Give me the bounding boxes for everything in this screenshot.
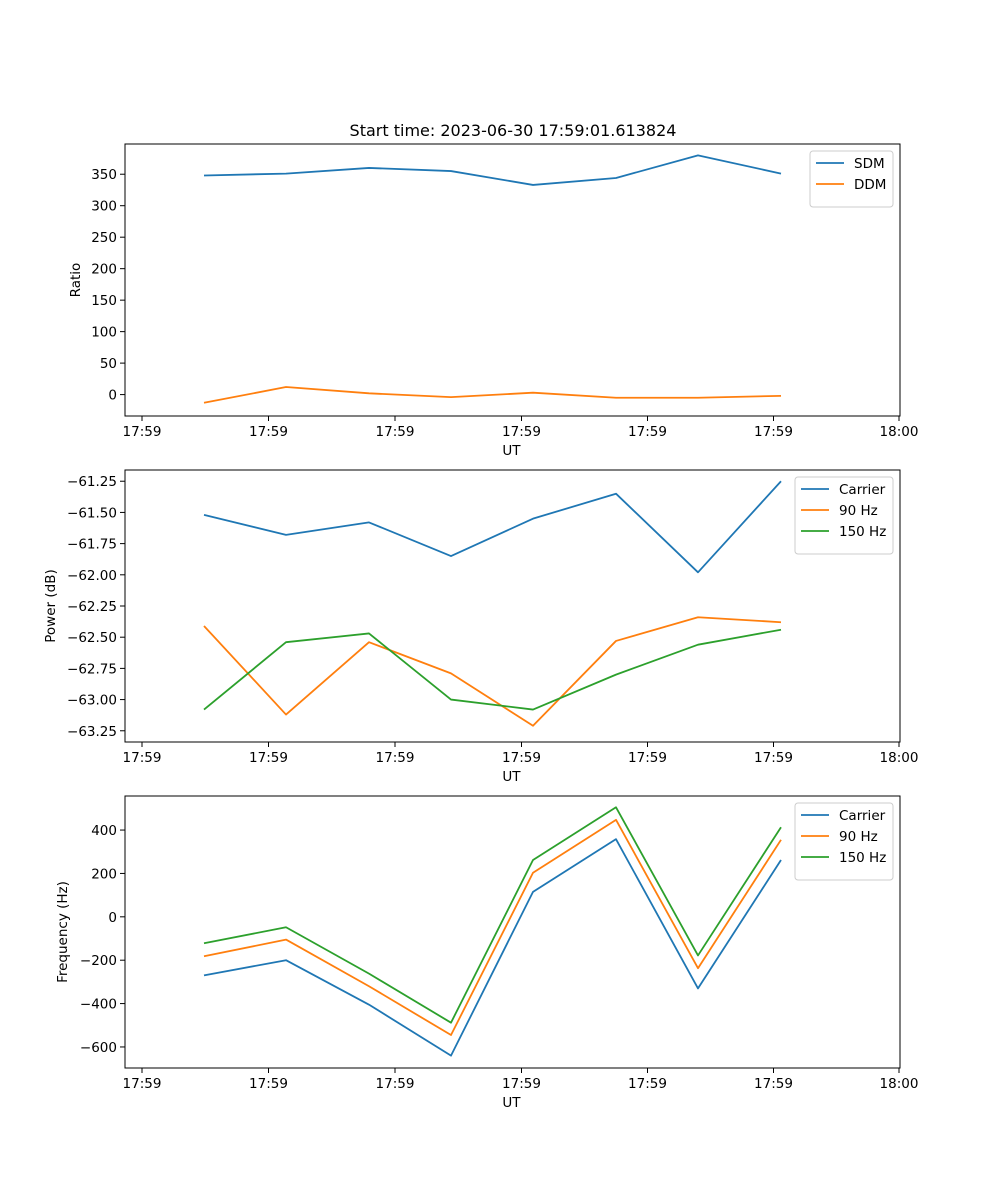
x-tick-label: 17:59 <box>754 1076 793 1092</box>
legend-label: 150 Hz <box>839 524 886 540</box>
series-line-carrier <box>203 480 782 574</box>
series-line-90-hz <box>203 616 782 727</box>
y-tick-label: 400 <box>91 823 117 839</box>
y-tick-label: −62.00 <box>67 568 117 584</box>
y-tick-label: 350 <box>91 167 117 183</box>
x-tick-label: 17:59 <box>502 750 541 766</box>
series-line-sdm <box>203 154 782 186</box>
y-tick-label: 0 <box>108 388 117 404</box>
legend-box <box>794 476 894 555</box>
x-tick-label: 17:59 <box>502 1076 541 1092</box>
x-axis-label: UT <box>502 769 521 785</box>
x-tick-label: 17:59 <box>123 750 162 766</box>
legend-label: 150 Hz <box>839 850 886 866</box>
series-line-150-hz <box>203 806 782 1024</box>
x-tick-label: 17:59 <box>502 424 541 440</box>
series-line-90-hz <box>203 818 782 1036</box>
y-axis-label: Ratio <box>68 263 84 298</box>
legend-label: Carrier <box>839 482 886 498</box>
y-tick-label: −61.75 <box>67 537 117 553</box>
plot-frame <box>124 795 901 1069</box>
legend-label: SDM <box>854 156 885 172</box>
legend: Carrier 90 Hz 150 Hz <box>794 802 894 881</box>
y-tick-label: 150 <box>91 293 117 309</box>
x-tick-label: 18:00 <box>880 750 919 766</box>
legend-label: DDM <box>854 177 886 193</box>
y-tick-label: −600 <box>80 1040 117 1056</box>
y-tick-label: −62.25 <box>67 599 117 615</box>
x-tick-label: 17:59 <box>249 424 288 440</box>
x-tick-label: 18:00 <box>880 1076 919 1092</box>
y-tick-label: −400 <box>80 997 117 1013</box>
x-tick-label: 17:59 <box>628 750 667 766</box>
y-tick-label: −62.75 <box>67 661 117 677</box>
legend-box <box>809 150 894 208</box>
panel-3: 17:59 17:59 17:59 17:59 17:59 17:59 18:00 −600 −… <box>55 795 919 1111</box>
legend-box <box>794 802 894 881</box>
y-tick-label: 250 <box>91 230 117 246</box>
y-tick-label: −62.50 <box>67 630 117 646</box>
x-tick-label: 17:59 <box>376 424 415 440</box>
y-tick-label: 300 <box>91 199 117 215</box>
x-tick-label: 17:59 <box>249 1076 288 1092</box>
x-axis-label: UT <box>502 1095 521 1111</box>
y-tick-label: −61.25 <box>67 474 117 490</box>
legend: SDM DDM <box>809 150 894 208</box>
x-tick-label: 17:59 <box>123 424 162 440</box>
y-axis-label: Frequency (Hz) <box>55 881 71 983</box>
series-line-carrier <box>203 838 782 1057</box>
x-tick-label: 17:59 <box>376 750 415 766</box>
y-tick-label: −63.00 <box>67 693 117 709</box>
legend: Carrier 90 Hz 150 Hz <box>794 476 894 555</box>
legend-label: Carrier <box>839 808 886 824</box>
y-tick-label: 200 <box>91 262 117 278</box>
plot-frame <box>124 143 901 417</box>
y-tick-label: 50 <box>100 356 117 372</box>
panel-2: 17:59 17:59 17:59 17:59 17:59 17:59 18:00 −63.2… <box>43 469 919 785</box>
y-tick-label: 0 <box>108 910 117 926</box>
plot-frame <box>124 469 901 743</box>
figure-title: Start time: 2023-06-30 17:59:01.613824 <box>350 121 677 140</box>
y-tick-label: −200 <box>80 953 117 969</box>
x-tick-label: 17:59 <box>249 750 288 766</box>
x-tick-label: 18:00 <box>880 424 919 440</box>
y-tick-label: 100 <box>91 325 117 341</box>
x-tick-label: 17:59 <box>754 424 793 440</box>
y-tick-label: −63.25 <box>67 724 117 740</box>
x-tick-label: 17:59 <box>628 424 667 440</box>
series-line-ddm <box>203 386 782 404</box>
x-tick-label: 17:59 <box>754 750 793 766</box>
y-tick-label: 200 <box>91 866 117 882</box>
x-axis-label: UT <box>502 443 521 459</box>
legend-label: 90 Hz <box>839 503 878 519</box>
x-tick-label: 17:59 <box>123 1076 162 1092</box>
x-tick-label: 17:59 <box>628 1076 667 1092</box>
legend-label: 90 Hz <box>839 829 878 845</box>
series-line-150-hz <box>203 628 782 711</box>
x-tick-label: 17:59 <box>376 1076 415 1092</box>
panel-1: 17:59 17:59 17:59 17:59 17:59 17:59 18:00 0 50 10… <box>68 143 919 459</box>
y-axis-label: Power (dB) <box>43 569 59 642</box>
y-tick-label: −61.50 <box>67 505 117 521</box>
